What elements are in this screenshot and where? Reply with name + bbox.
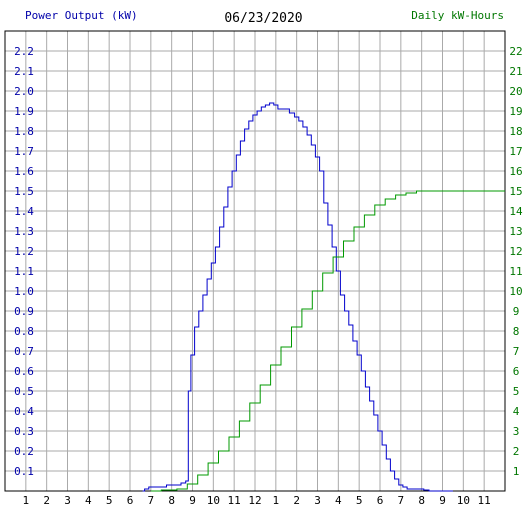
right-tick-label: 5 <box>513 385 520 398</box>
right-tick-label: 12 <box>509 245 522 258</box>
right-tick-label: 14 <box>509 205 523 218</box>
x-tick-label: 8 <box>418 494 425 507</box>
x-tick-label: 10 <box>207 494 220 507</box>
right-tick-label: 22 <box>509 45 522 58</box>
x-axis-ticks: 1 2 3 4 5 6 7 8 9 10 11 12 1 2 3 4 5 6 7 8 9 10 11 <box>23 494 491 507</box>
left-tick-label: 1.4 <box>14 205 34 218</box>
x-tick-label: 7 <box>148 494 155 507</box>
x-tick-label: 12 <box>248 494 261 507</box>
right-tick-label: 8 <box>513 325 520 338</box>
right-tick-label: 3 <box>513 425 520 438</box>
right-tick-label: 15 <box>509 185 522 198</box>
x-tick-label: 9 <box>189 494 196 507</box>
left-tick-label: 2.2 <box>14 45 34 58</box>
x-tick-label: 11 <box>228 494 241 507</box>
left-tick-label: 1.6 <box>14 165 34 178</box>
x-tick-label: 1 <box>23 494 30 507</box>
right-tick-label: 13 <box>509 225 522 238</box>
x-tick-label: 9 <box>439 494 446 507</box>
right-tick-label: 2 <box>513 445 520 458</box>
right-tick-label: 9 <box>513 305 520 318</box>
right-tick-label: 10 <box>509 285 522 298</box>
left-tick-label: 0.7 <box>14 345 34 358</box>
left-tick-label: 0.1 <box>14 465 34 478</box>
x-tick-label: 7 <box>398 494 405 507</box>
daily-kwh-line <box>150 190 505 492</box>
x-tick-label: 6 <box>127 494 134 507</box>
chart-date-title: 06/23/2020 <box>224 11 303 26</box>
series-layer <box>142 102 505 492</box>
left-axis-ticks: 0.1 0.2 0.3 0.4 0.5 0.6 0.7 0.8 0.9 1.0 1.1 1.2 1.3 1… <box>14 45 34 478</box>
x-tick-label: 4 <box>85 494 92 507</box>
left-tick-label: 1.0 <box>14 285 34 298</box>
plot-frame <box>4 30 506 492</box>
x-tick-label: 3 <box>64 494 71 507</box>
right-tick-label: 6 <box>513 365 520 378</box>
right-tick-label: 20 <box>509 85 522 98</box>
right-tick-label: 19 <box>509 105 522 118</box>
left-axis-title: Power Output (kW) <box>25 9 138 22</box>
x-tick-label: 6 <box>377 494 384 507</box>
x-tick-label: 8 <box>168 494 175 507</box>
left-tick-label: 1.3 <box>14 225 34 238</box>
right-tick-label: 21 <box>509 65 522 78</box>
left-tick-label: 0.4 <box>14 405 34 418</box>
left-tick-label: 0.6 <box>14 365 34 378</box>
left-tick-label: 1.1 <box>14 265 34 278</box>
right-tick-label: 1 <box>513 465 520 478</box>
x-tick-label: 1 <box>273 494 280 507</box>
right-tick-label: 17 <box>509 145 522 158</box>
left-tick-label: 0.8 <box>14 325 34 338</box>
left-tick-label: 1.7 <box>14 145 34 158</box>
right-tick-label: 16 <box>509 165 522 178</box>
x-tick-label: 11 <box>478 494 491 507</box>
x-tick-label: 5 <box>356 494 363 507</box>
left-tick-label: 1.9 <box>14 105 34 118</box>
right-tick-label: 18 <box>509 125 522 138</box>
right-tick-label: 4 <box>513 405 520 418</box>
left-tick-label: 1.2 <box>14 245 34 258</box>
x-tick-label: 2 <box>293 494 300 507</box>
right-tick-label: 7 <box>513 345 520 358</box>
left-tick-label: 2.0 <box>14 85 34 98</box>
left-tick-label: 0.5 <box>14 385 34 398</box>
right-axis-title: Daily kW-Hours <box>411 9 504 22</box>
power-output-line <box>142 102 453 492</box>
left-tick-label: 2.1 <box>14 65 34 78</box>
left-tick-label: 0.3 <box>14 425 34 438</box>
left-tick-label: 0.2 <box>14 445 34 458</box>
left-tick-label: 1.5 <box>14 185 34 198</box>
x-tick-label: 10 <box>457 494 470 507</box>
right-tick-label: 11 <box>509 265 522 278</box>
grid-lines <box>5 31 505 491</box>
x-tick-label: 2 <box>43 494 50 507</box>
x-tick-label: 4 <box>335 494 342 507</box>
x-tick-label: 3 <box>314 494 321 507</box>
left-tick-label: 0.9 <box>14 305 34 318</box>
x-tick-label: 5 <box>106 494 113 507</box>
left-tick-label: 1.8 <box>14 125 34 138</box>
